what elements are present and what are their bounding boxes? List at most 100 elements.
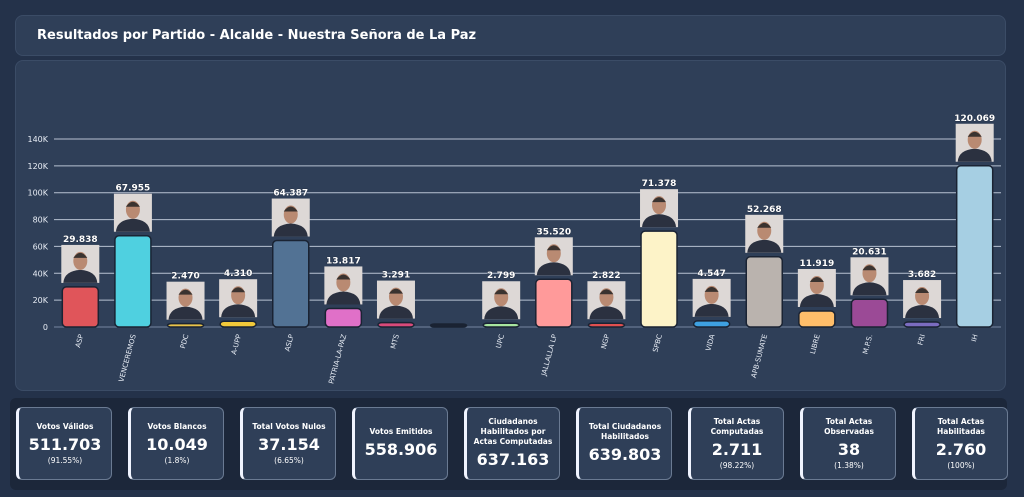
value-label: 4.310 bbox=[224, 269, 252, 279]
candidate-photo bbox=[376, 280, 415, 319]
bar[interactable] bbox=[745, 256, 783, 328]
value-label: 120.069 bbox=[954, 114, 995, 124]
value-label: 2.470 bbox=[171, 272, 199, 282]
card-value: 38 bbox=[837, 440, 861, 459]
bar[interactable] bbox=[903, 321, 941, 328]
bar[interactable] bbox=[587, 322, 626, 328]
x-tick-label: VENCEREMOS bbox=[117, 333, 138, 383]
x-tick-label: FRI bbox=[916, 333, 927, 346]
value-label: 64.387 bbox=[273, 189, 308, 199]
stat-card: Ciudadanos Habilitados por Actas Computa… bbox=[464, 407, 560, 480]
x-tick-label: APB-SUMATE bbox=[750, 333, 769, 378]
chart-panel: 0 20K 40K 60K 80K 100K 120K 140K 29.838 ASP 67.955… bbox=[15, 60, 1006, 391]
x-tick-label: LIBRE bbox=[809, 333, 822, 354]
header-panel: Resultados por Partido - Alcalde - Nuest… bbox=[15, 15, 1006, 56]
stat-card: Votos Emitidos 558.906 bbox=[352, 407, 448, 480]
bar[interactable] bbox=[61, 286, 100, 328]
card-value: 2.760 bbox=[935, 440, 987, 459]
card-value: 2.711 bbox=[711, 440, 763, 459]
candidate-photo bbox=[534, 237, 573, 276]
candidate-photo bbox=[587, 281, 626, 320]
value-label: 29.838 bbox=[63, 235, 98, 245]
card-value: 558.906 bbox=[364, 439, 438, 459]
candidate-photo bbox=[113, 193, 152, 232]
y-tick-label: 0 bbox=[43, 323, 48, 332]
y-tick-label: 40K bbox=[33, 269, 49, 278]
card-percent: (100%) bbox=[947, 461, 975, 470]
candidate-photo bbox=[271, 198, 310, 237]
card-percent: (6.65%) bbox=[274, 456, 304, 465]
value-label: 4.547 bbox=[697, 269, 725, 279]
value-label: 11.919 bbox=[799, 259, 834, 269]
candidate-photo bbox=[324, 266, 363, 305]
card-percent: (91.55%) bbox=[47, 456, 83, 465]
candidate-photo bbox=[955, 123, 994, 162]
bar[interactable] bbox=[166, 322, 205, 328]
bar[interactable] bbox=[114, 234, 152, 328]
card-value: 637.163 bbox=[476, 449, 550, 469]
card-title: Ciudadanos Habilitados por Actas Computa… bbox=[473, 416, 553, 446]
value-label: 13.817 bbox=[326, 256, 361, 266]
x-tick-label: VIDA bbox=[704, 333, 716, 352]
x-tick-label: MTS bbox=[389, 333, 401, 350]
card-value: 10.049 bbox=[146, 435, 208, 454]
candidate-photo bbox=[61, 244, 100, 283]
card-value: 511.703 bbox=[28, 435, 102, 454]
card-value: 37.154 bbox=[258, 435, 320, 454]
candidate-photo bbox=[850, 257, 889, 296]
value-label: 2.822 bbox=[592, 271, 620, 281]
card-title: Votos Blancos bbox=[147, 422, 207, 431]
candidate-photo bbox=[903, 280, 942, 319]
stat-card: Total Votos Nulos 37.154 (6.65%) bbox=[240, 407, 336, 480]
candidate-photo bbox=[640, 189, 679, 228]
x-tick-label: SPBC bbox=[652, 333, 664, 353]
y-tick-label: 100K bbox=[27, 189, 48, 198]
bar[interactable] bbox=[482, 322, 520, 328]
y-tick-label: 140K bbox=[27, 135, 48, 144]
x-tick-label: JALLALLA LP bbox=[540, 333, 559, 377]
x-tick-label: IH bbox=[970, 333, 980, 342]
y-tick-label: 120K bbox=[27, 162, 48, 171]
x-tick-label: NGP bbox=[600, 333, 612, 349]
card-title: Total Actas Computadas bbox=[710, 417, 764, 436]
bar[interactable] bbox=[377, 321, 415, 328]
value-label: 2.799 bbox=[487, 271, 515, 281]
bar[interactable] bbox=[219, 320, 257, 328]
value-label: 71.378 bbox=[642, 179, 677, 189]
candidate-photo bbox=[692, 278, 731, 317]
bar[interactable] bbox=[850, 298, 889, 328]
card-title: Total Actas Observadas bbox=[824, 417, 874, 436]
summary-cards: Votos Válidos 511.703 (91.55%) Votos Blanco… bbox=[10, 398, 1008, 490]
card-value: 639.803 bbox=[588, 444, 662, 464]
card-title: Total Votos Nulos bbox=[252, 422, 326, 431]
value-label: 52.268 bbox=[747, 205, 782, 215]
bar[interactable] bbox=[640, 230, 678, 328]
candidate-photo bbox=[166, 281, 205, 320]
x-tick-label: A-UPP bbox=[230, 333, 243, 355]
bar[interactable] bbox=[692, 320, 731, 328]
value-label: 20.631 bbox=[852, 247, 887, 257]
bar[interactable] bbox=[272, 239, 310, 328]
stat-card: Total Ciudadanos Habilitados 639.803 bbox=[576, 407, 672, 480]
bar[interactable] bbox=[535, 278, 573, 328]
card-title: Votos Válidos bbox=[36, 422, 94, 431]
stat-card: Total Actas Habilitadas 2.760 (100%) bbox=[912, 407, 1008, 480]
x-tick-label: UPC bbox=[495, 333, 506, 349]
bar[interactable] bbox=[324, 307, 363, 328]
value-label: 35.520 bbox=[536, 227, 571, 237]
candidate-photo bbox=[219, 279, 258, 318]
x-tick-label: PATRIA-LA-PAZ bbox=[327, 333, 348, 384]
candidate-photo bbox=[797, 268, 836, 307]
stat-card: Votos Blancos 10.049 (1.8%) bbox=[128, 407, 224, 480]
x-tick-label: ASP bbox=[74, 333, 85, 348]
page-title: Resultados por Partido - Alcalde - Nuest… bbox=[37, 28, 477, 43]
card-percent: (1.38%) bbox=[834, 461, 864, 470]
x-tick-label: M.P.S. bbox=[861, 333, 874, 355]
bar[interactable] bbox=[429, 323, 468, 328]
card-title: Total Ciudadanos Habilitados bbox=[588, 421, 662, 441]
value-label: 67.955 bbox=[116, 184, 151, 194]
x-tick-label: PDC bbox=[179, 333, 191, 349]
value-label: 3.291 bbox=[382, 271, 410, 281]
bar[interactable] bbox=[955, 165, 994, 328]
bar[interactable] bbox=[798, 310, 836, 328]
